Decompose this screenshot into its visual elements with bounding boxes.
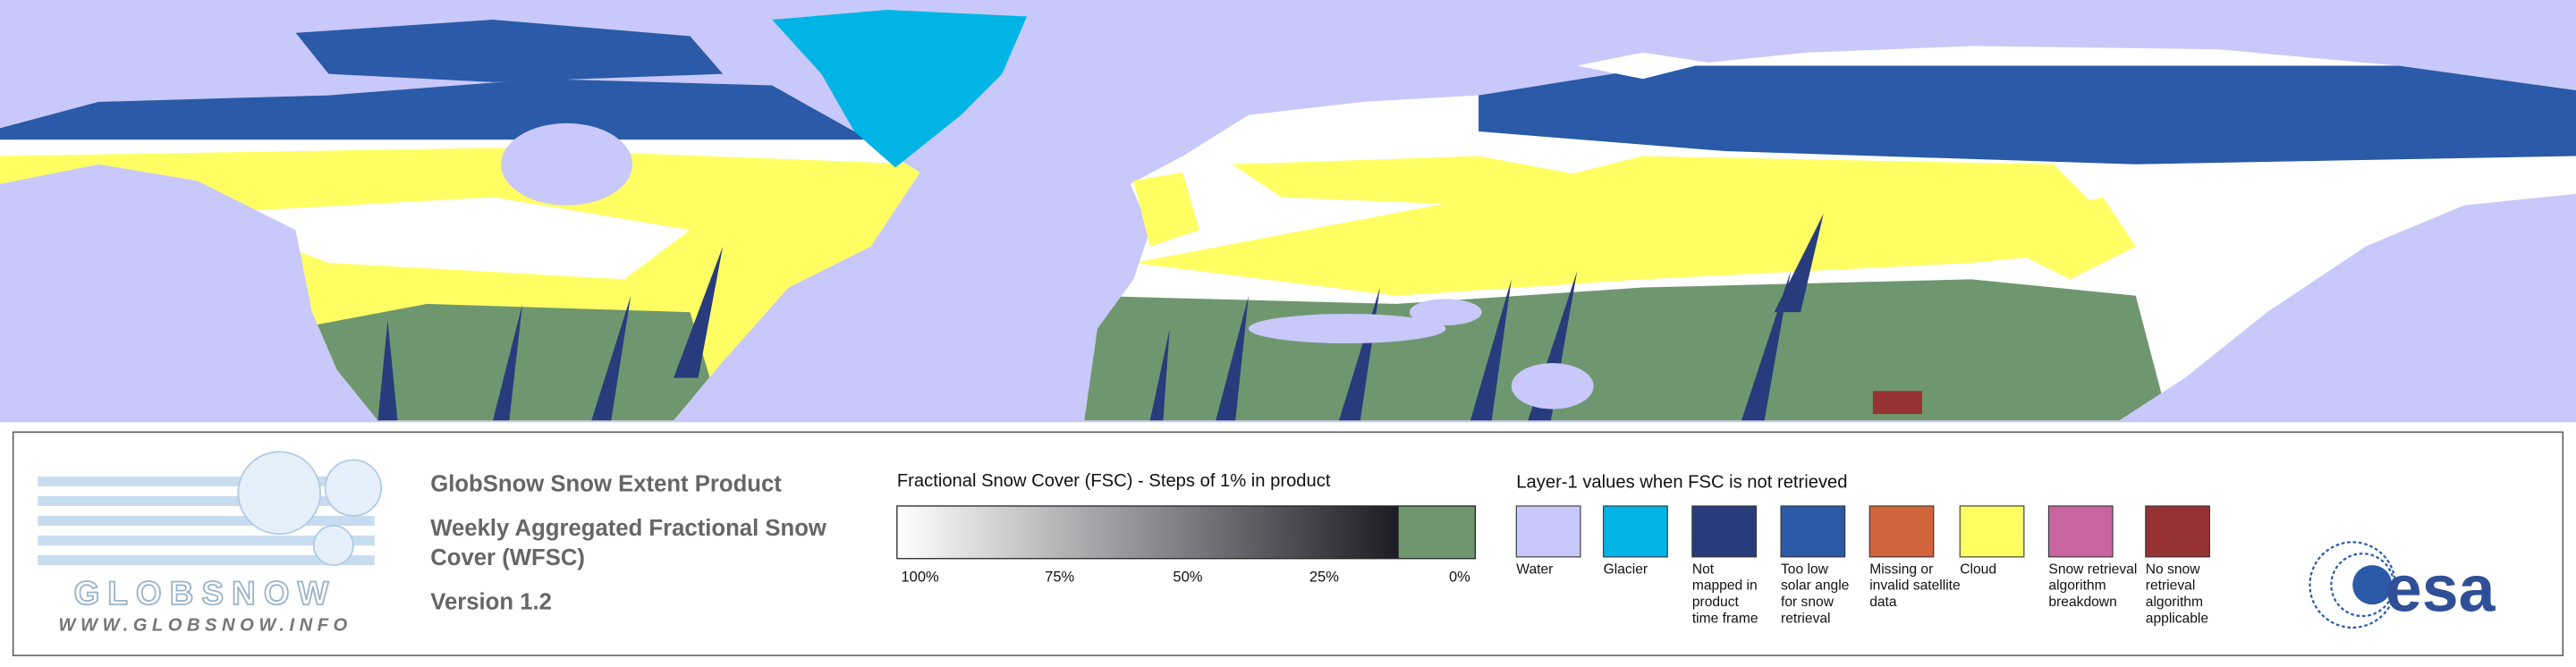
legend-label: algorithm	[2048, 578, 2106, 594]
legend-label: data	[1869, 595, 1897, 610]
esa-arc	[2352, 565, 2393, 605]
logo-url: WWW.GLOBSNOW.INFO	[58, 616, 352, 636]
legend-label: Not	[1692, 561, 1715, 577]
legend-label: applicable	[2146, 611, 2208, 626]
fsc-tick-label: 0%	[1449, 568, 1470, 585]
legend-swatch	[1515, 505, 1581, 558]
legend-swatch	[1959, 505, 2025, 558]
legend-label: retrieval	[1781, 611, 1831, 626]
arctic-islands	[1577, 52, 1709, 80]
version: Version 1.2	[430, 590, 552, 615]
logo-stripe	[38, 495, 375, 506]
product-subtitle: Weekly Aggregated Fractional Snow	[430, 516, 827, 541]
fsc-legend-title: Fractional Snow Cover (FSC) - Steps of 1…	[897, 471, 1331, 491]
eurasia	[1084, 46, 2576, 421]
logo-stripe	[38, 515, 375, 526]
legend-label: algorithm	[2146, 595, 2203, 610]
logo-stripe	[38, 555, 375, 566]
esa-logo: esa	[2309, 541, 2496, 629]
legend-label: Water	[1516, 561, 1553, 577]
logo-name: GLOBSNOW	[74, 575, 337, 612]
legend-label: Snow retrieval	[2048, 561, 2137, 577]
legend-label: Missing or	[1869, 561, 1933, 577]
product-subtitle: Cover (WFSC)	[430, 545, 585, 570]
fsc-tick-label: 50%	[1173, 568, 1202, 585]
esa-text: esa	[2385, 552, 2496, 626]
esa-arc	[2330, 553, 2395, 618]
snowflake	[324, 459, 383, 517]
legend-swatch	[1868, 505, 1935, 558]
legend-label: mapped in	[1692, 578, 1758, 594]
fsc-gradient-bar	[896, 505, 1399, 560]
british-isles	[1133, 172, 1199, 247]
legend-label: breakdown	[2048, 595, 2116, 610]
fsc-tick-label: 100%	[901, 568, 939, 585]
legend-swatch	[1603, 505, 1668, 558]
fsc-tick-label: 75%	[1045, 568, 1074, 585]
legend-label: for snow	[1781, 595, 1835, 610]
arctic-islands	[295, 20, 724, 82]
legend-label: invalid satellite	[1869, 578, 1960, 594]
fsc-zero-swatch	[1397, 505, 1477, 560]
legend-label: Too low	[1781, 561, 1829, 577]
legend-label: time frame	[1692, 611, 1758, 626]
globsnow-logo: GLOBSNOW WWW.GLOBSNOW.INFO	[38, 451, 383, 636]
esa-arc	[2309, 541, 2397, 629]
map	[0, 0, 2576, 423]
fsc-tick-label: 25%	[1309, 568, 1339, 585]
legend-label: No snow	[2146, 561, 2200, 577]
legend-label: retrieval	[2146, 578, 2196, 594]
snowflake	[237, 451, 322, 536]
greenland	[772, 10, 1027, 168]
legend-swatch	[1691, 505, 1758, 558]
legend-swatch	[2145, 505, 2210, 558]
legend-swatch	[2047, 505, 2114, 558]
legend-swatch	[1780, 505, 1846, 558]
legend-label: solar angle	[1781, 578, 1849, 594]
legend-label: Cloud	[1960, 561, 1996, 577]
logo-stripe	[38, 476, 375, 486]
logo-stripe	[38, 536, 375, 546]
legend-label: Glacier	[1604, 561, 1648, 577]
snowflake	[312, 525, 354, 566]
layer1-legend-title: Layer-1 values when FSC is not retrieved	[1516, 473, 1847, 493]
product-title: GlobSnow Snow Extent Product	[430, 471, 782, 496]
legend-label: product	[1692, 595, 1740, 610]
